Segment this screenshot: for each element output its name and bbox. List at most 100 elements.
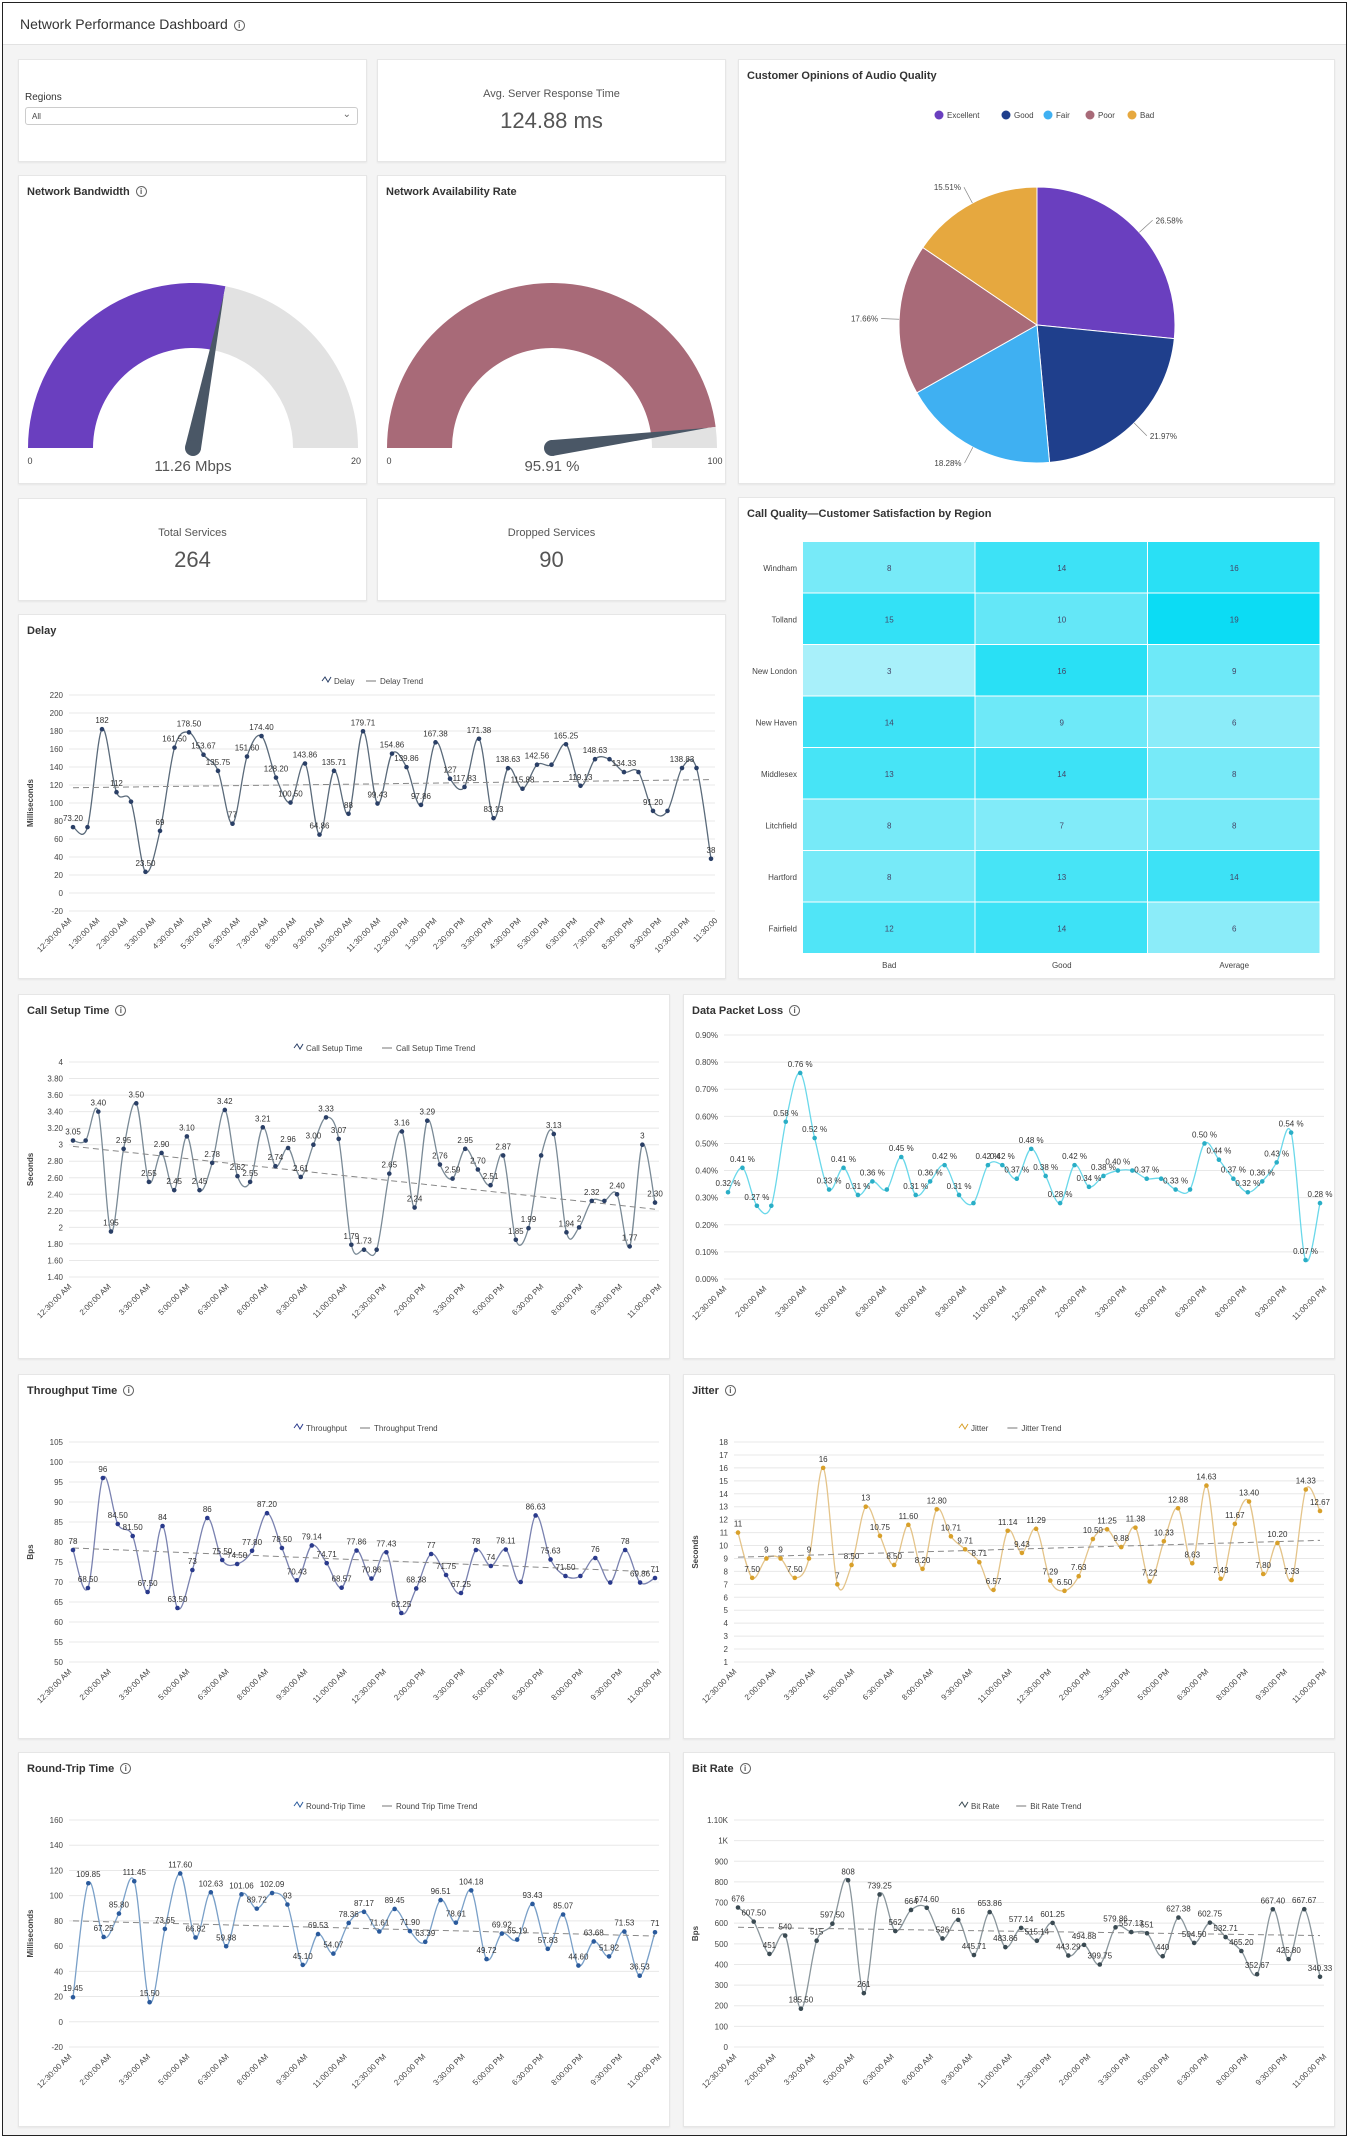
info-icon[interactable]: i (739, 1763, 751, 1774)
data-point (1057, 1200, 1063, 1206)
data-point (374, 1247, 379, 1253)
data-point (433, 740, 438, 745)
data-label: 102.09 (260, 1880, 285, 1889)
info-icon[interactable]: i (789, 1005, 801, 1016)
data-point (1081, 1942, 1087, 1948)
packet-loss-title: Data Packet Loss i (692, 1005, 801, 1017)
x-tick-label: 12:30:00 AM (35, 1282, 73, 1320)
y-tick-label: 0 (724, 2043, 729, 2052)
data-label: 616 (952, 1907, 966, 1916)
regions-dropdown[interactable]: All ⌄ (25, 107, 358, 125)
data-point (908, 1907, 914, 1913)
data-label: 84.50 (108, 1511, 129, 1520)
heatmap-row-label: Windham (763, 564, 797, 573)
data-label: 2.78 (204, 1150, 220, 1159)
data-label: 494.88 (1072, 1932, 1097, 1941)
data-label: 0.44 % (1206, 1147, 1231, 1156)
data-point (991, 1587, 996, 1593)
data-label: 1.99 (521, 1215, 537, 1224)
data-point (1133, 1525, 1138, 1530)
info-icon[interactable]: i (135, 186, 147, 197)
data-point (987, 1909, 992, 1915)
y-tick-label: 0.10% (695, 1248, 718, 1257)
y-tick-label: 10 (719, 1542, 728, 1551)
x-tick-label: 9:30:00 AM (939, 2052, 974, 2087)
info-icon[interactable]: i (123, 1385, 135, 1396)
data-label: 0.34 % (1077, 1174, 1102, 1183)
data-point (346, 1920, 351, 1926)
info-icon[interactable]: i (115, 1005, 127, 1016)
data-point (147, 1999, 152, 2005)
x-tick-label: 5:00:00 AM (156, 1667, 191, 1702)
data-label: 0.41 % (831, 1155, 856, 1164)
data-label: 11.25 (1097, 1516, 1117, 1525)
data-point (389, 751, 395, 756)
legend-marker (1127, 110, 1137, 120)
data-point (324, 1560, 329, 1566)
x-tick-label: 12:30:00 PM (350, 1282, 389, 1321)
data-point (159, 1150, 164, 1156)
info-icon[interactable]: i (120, 1763, 132, 1774)
x-tick-label: 2:00:00 AM (733, 1284, 768, 1319)
audio-quality-card: Customer Opinions of Audio Quality Excel… (738, 59, 1335, 484)
data-point (503, 1547, 509, 1552)
y-tick-label: 160 (50, 745, 64, 754)
data-label: 7.33 (1284, 1567, 1300, 1576)
data-point (392, 1906, 397, 1912)
data-label: 71.50 (555, 1563, 576, 1572)
data-point (1223, 1934, 1228, 1940)
data-point (622, 1929, 627, 1934)
data-point (1317, 1200, 1323, 1206)
data-label: 0.36 % (860, 1168, 885, 1177)
data-label: 135.71 (322, 758, 347, 767)
y-tick-label: 60 (54, 1942, 63, 1951)
gauge-track (212, 286, 358, 448)
data-point (861, 1990, 867, 1996)
x-tick-label: 5:00:00 AM (156, 1282, 191, 1317)
data-point (1003, 1944, 1008, 1950)
info-icon[interactable]: i (724, 1385, 736, 1396)
data-point (1128, 1929, 1134, 1935)
y-tick-label: 400 (715, 1960, 729, 1969)
y-axis-label: Bps (26, 1544, 35, 1560)
bit-rate-title: Bit Rate i (692, 1763, 751, 1775)
data-point (279, 1545, 285, 1551)
info-icon[interactable]: i (233, 20, 245, 31)
data-point (1097, 1962, 1103, 1967)
data-point (499, 1931, 505, 1936)
data-label: 117.60 (168, 1860, 192, 1869)
y-tick-label: 2.40 (47, 1190, 63, 1199)
x-tick-label: 3:30:00 AM (782, 1667, 817, 1702)
data-label: 667.67 (1292, 1896, 1317, 1905)
y-axis-label: Seconds (26, 1152, 35, 1186)
y-tick-label: 40 (54, 1967, 63, 1976)
data-label: 532.71 (1213, 1924, 1238, 1933)
data-point (520, 786, 525, 792)
data-label: 3.42 (217, 1097, 233, 1106)
y-tick-label: 0 (59, 889, 64, 898)
pie-value-label: 21.97% (1150, 432, 1177, 441)
data-point (453, 1920, 459, 1925)
data-point (1175, 1505, 1181, 1511)
x-tick-label: 2:00:00 AM (78, 1282, 113, 1317)
gauge-needle-hub (185, 440, 201, 456)
heatmap-cell-value: 8 (1232, 821, 1237, 830)
data-point (589, 1198, 595, 1204)
data-label: 178.50 (177, 719, 202, 728)
bit-rate-card: Bit Rate i Bit Rate Bit Rate Trend 0 100 200 3… (683, 1752, 1335, 2127)
data-label: 81.50 (123, 1523, 144, 1532)
data-point (85, 1585, 91, 1591)
data-point (458, 1590, 464, 1596)
data-label: 78 (621, 1537, 630, 1546)
y-tick-label: 200 (715, 2002, 729, 2011)
data-point (491, 815, 496, 821)
data-point (877, 1533, 883, 1539)
bit-rate-title-text: Bit Rate (692, 1763, 734, 1775)
data-point (288, 800, 293, 805)
total-services-card: Total Services 264 (18, 498, 367, 601)
data-point (323, 1115, 329, 1120)
legend-series-icon (958, 1423, 969, 1430)
data-label: 83.13 (483, 805, 504, 814)
data-point (637, 1580, 643, 1585)
data-label: 653.86 (977, 1899, 1002, 1908)
